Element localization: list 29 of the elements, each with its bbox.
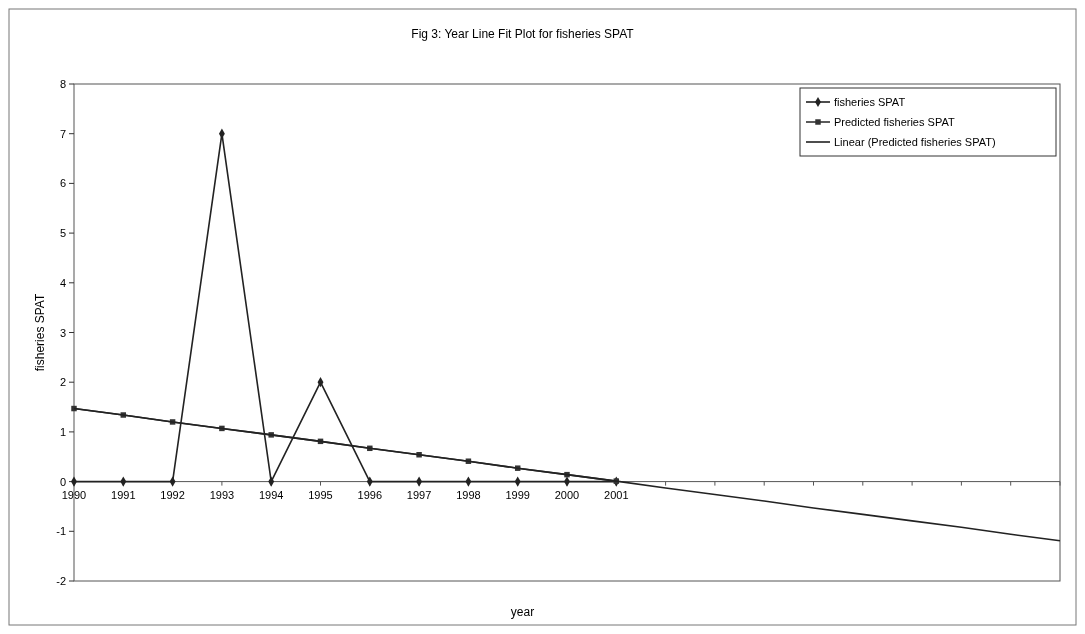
y-tick-label: -1 [56,525,66,538]
x-tick-label: 1994 [258,488,284,501]
chart-title: Fig 3: Year Line Fit Plot for fisheries SPAT [411,27,635,41]
y-tick-label: 4 [59,276,66,289]
y-tick-label: 1 [59,425,66,438]
x-tick-label: 1997 [406,488,432,501]
y-tick-label: 6 [59,177,66,190]
y-tick-label: 0 [59,475,66,488]
x-tick-label: 2000 [554,488,580,501]
x-tick-label: 1993 [209,488,235,501]
legend-label: Linear (Predicted fisheries SPAT) [834,136,996,148]
y-tick-label: -2 [56,575,66,587]
y-tick-label: 2 [59,376,66,389]
legend-label: Predicted fisheries SPAT [834,116,955,128]
x-tick-label: 1991 [111,488,136,501]
x-tick-label: 1996 [357,488,383,501]
x-tick-label: 1992 [160,488,185,501]
x-tick-label: 1999 [505,488,530,501]
x-tick-label: 1995 [308,488,333,501]
legend-label: fisheries SPAT [834,96,906,108]
y-tick-label: 7 [59,127,66,140]
y-tick-label: 5 [59,227,66,240]
x-tick-label: 1990 [61,488,87,501]
x-tick-label: 2001 [604,488,629,501]
y-axis-title: fisheries SPAT [33,293,47,372]
y-tick-label: 8 [59,78,66,90]
x-axis-title: year [510,605,535,619]
x-tick-label: 1998 [456,488,481,501]
y-tick-label: 3 [59,326,66,339]
